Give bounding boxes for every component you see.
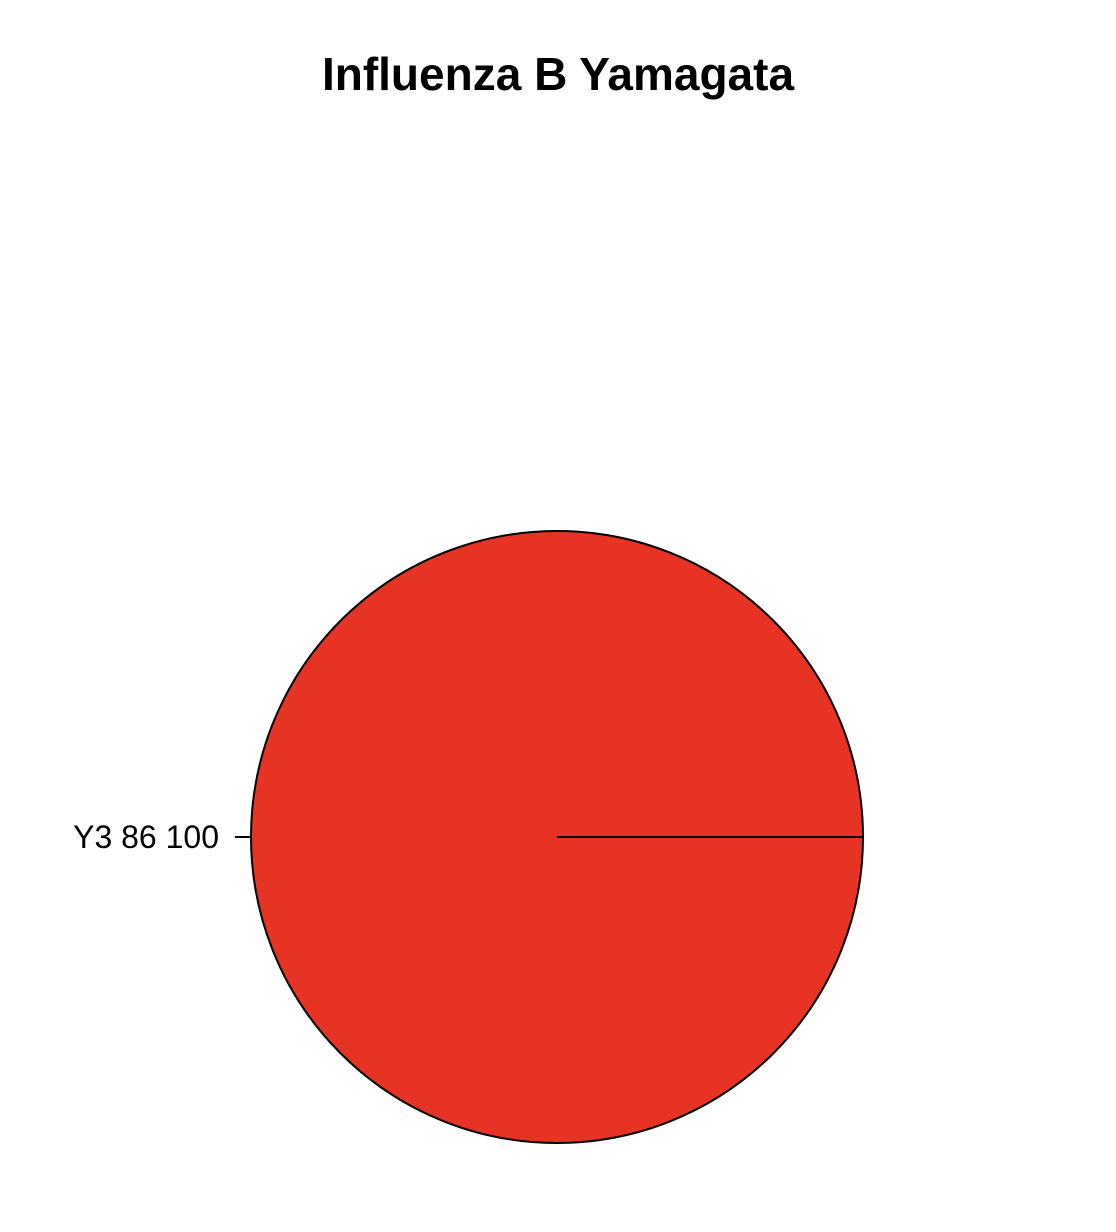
slice-label: Y3 86 100 [73, 819, 219, 855]
slice-labels: Y3 86 100 [73, 819, 251, 855]
chart-title: Influenza B Yamagata [322, 48, 795, 100]
pie-slices [250, 530, 864, 1144]
